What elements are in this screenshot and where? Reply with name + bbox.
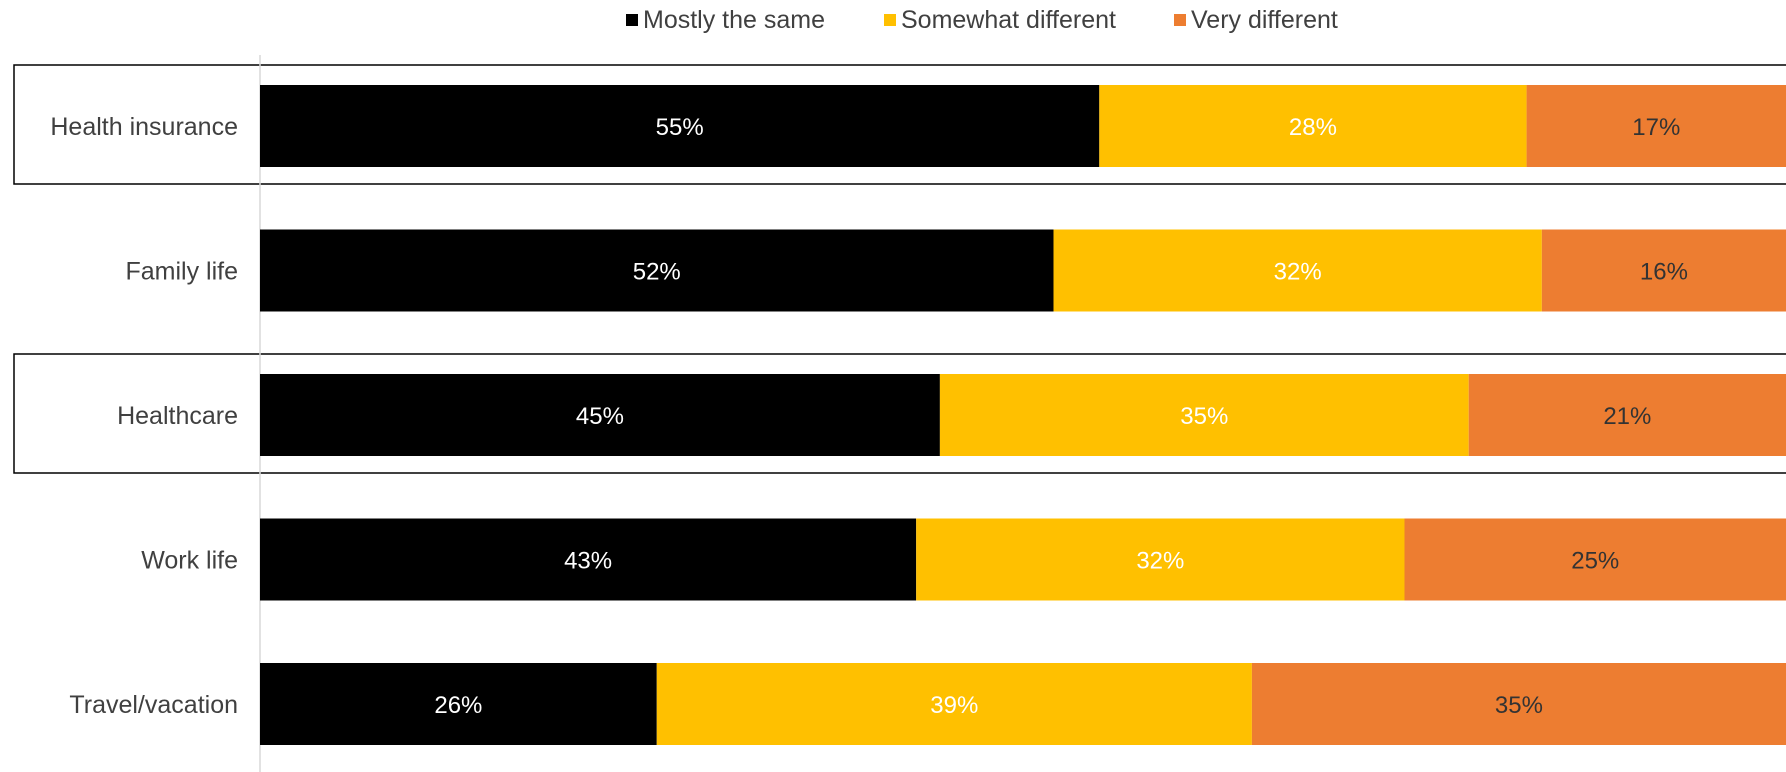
data-label-healthcare-mostly-the-same: 45% — [576, 403, 624, 430]
data-label-travel-vacation-mostly-the-same: 26% — [434, 692, 482, 719]
highlight-frame-health-insurance — [13, 64, 1786, 185]
category-label-work-life: Work life — [141, 547, 238, 575]
data-label-work-life-very-different: 25% — [1571, 548, 1619, 575]
bar-healthcare-mostly-the-same — [260, 374, 940, 456]
data-label-family-life-very-different: 16% — [1640, 259, 1688, 286]
legend-label-very-different: Very different — [1191, 6, 1338, 34]
legend-swatch-somewhat-different — [884, 14, 896, 26]
bar-family-life-very-different — [1541, 229, 1786, 312]
data-label-family-life-mostly-the-same: 52% — [633, 259, 681, 286]
category-labels: Health insurance Family life Healthcare Wor… — [50, 113, 238, 719]
bars: 55% 28% 17% 52% 32% 16% 45% 35% 21% 43% 32% 25% 26% 3… — [260, 85, 1786, 745]
bar-health-insurance-mostly-the-same — [260, 85, 1100, 167]
category-label-health-insurance: Health insurance — [50, 113, 238, 141]
bar-family-life-mostly-the-same — [260, 229, 1054, 312]
bar-healthcare-somewhat-different — [939, 374, 1469, 456]
legend-swatch-mostly-the-same — [626, 14, 638, 26]
bar-family-life-somewhat-different — [1053, 229, 1542, 312]
data-label-family-life-somewhat-different: 32% — [1274, 259, 1322, 286]
legend-label-somewhat-different: Somewhat different — [901, 6, 1116, 34]
bar-work-life-mostly-the-same — [260, 518, 917, 601]
bar-travel-vacation-mostly-the-same — [260, 663, 657, 745]
data-label-health-insurance-somewhat-different: 28% — [1289, 114, 1337, 141]
data-label-travel-vacation-somewhat-different: 39% — [930, 692, 978, 719]
bar-travel-vacation-somewhat-different — [656, 663, 1252, 745]
bar-health-insurance-very-different — [1526, 85, 1786, 167]
highlight-layer — [13, 64, 1786, 474]
data-label-work-life-mostly-the-same: 43% — [564, 548, 612, 575]
bar-health-insurance-somewhat-different — [1099, 85, 1527, 167]
category-label-healthcare: Healthcare — [117, 402, 238, 430]
data-label-health-insurance-very-different: 17% — [1632, 114, 1680, 141]
data-label-health-insurance-mostly-the-same: 55% — [656, 114, 704, 141]
legend: Mostly the same Somewhat different Very di… — [626, 6, 1338, 34]
bar-healthcare-very-different — [1468, 374, 1786, 456]
highlight-frame-healthcare — [13, 353, 1786, 474]
data-label-travel-vacation-very-different: 35% — [1495, 692, 1543, 719]
data-label-healthcare-very-different: 21% — [1603, 403, 1651, 430]
category-label-family-life: Family life — [125, 258, 238, 286]
data-label-work-life-somewhat-different: 32% — [1136, 548, 1184, 575]
data-label-healthcare-somewhat-different: 35% — [1180, 403, 1228, 430]
bar-work-life-very-different — [1404, 518, 1786, 601]
legend-label-mostly-the-same: Mostly the same — [643, 6, 825, 34]
legend-swatch-very-different — [1174, 14, 1186, 26]
bar-travel-vacation-very-different — [1251, 663, 1786, 745]
bar-work-life-somewhat-different — [916, 518, 1405, 601]
category-label-travel-vacation: Travel/vacation — [69, 691, 238, 719]
